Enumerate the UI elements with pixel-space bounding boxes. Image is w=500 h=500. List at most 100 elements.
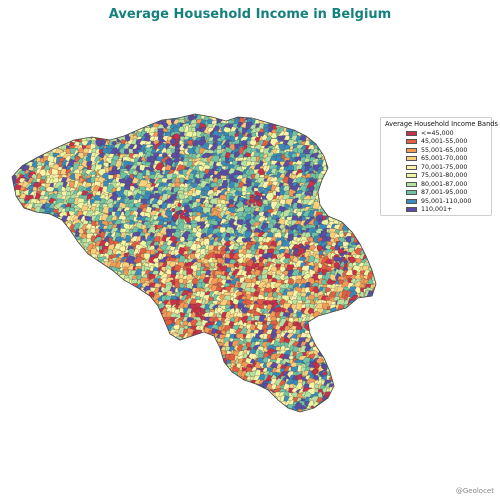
municipality-patch — [12, 307, 17, 316]
municipality-patch — [98, 265, 107, 273]
municipality-patch — [358, 197, 366, 205]
municipality-patch — [314, 114, 325, 116]
municipality-patch — [48, 128, 54, 135]
municipality-patch — [25, 215, 34, 223]
municipality-patch — [333, 134, 343, 142]
municipality-patch — [12, 341, 18, 350]
municipality-patch — [322, 333, 330, 339]
municipality-patch — [70, 253, 78, 261]
municipality-patch — [377, 321, 384, 327]
municipality-patch — [350, 139, 358, 146]
municipality-patch — [48, 228, 56, 235]
municipality-patch — [296, 114, 303, 120]
municipality-patch — [27, 143, 36, 152]
municipality-patch — [300, 125, 307, 132]
municipality-patch — [336, 206, 345, 214]
municipality-patch — [12, 337, 14, 344]
municipality-patch — [328, 332, 339, 340]
municipality-patch — [374, 239, 376, 249]
municipality-patch — [372, 240, 376, 248]
municipality-patch — [79, 114, 90, 115]
municipality-patch — [350, 223, 359, 232]
municipality-patch — [33, 284, 39, 290]
municipality-patch — [321, 120, 328, 126]
municipality-patch — [287, 107, 296, 114]
municipality-patch — [30, 127, 38, 134]
municipality-patch — [335, 124, 341, 130]
municipality-patch — [116, 317, 124, 324]
municipality-patch — [23, 216, 30, 222]
municipality-patch — [39, 313, 47, 321]
municipality-patch — [366, 248, 375, 256]
municipality-patch — [322, 313, 330, 320]
municipality-patch — [27, 299, 37, 308]
municipality-patch — [327, 181, 338, 189]
municipality-patch — [14, 315, 23, 324]
municipality-patch — [22, 271, 29, 277]
municipality-patch — [32, 241, 40, 249]
municipality-patch — [106, 114, 116, 121]
municipality-patch — [368, 230, 376, 239]
municipality-patch — [375, 215, 376, 225]
municipality-patch — [275, 107, 281, 113]
municipality-patch — [330, 200, 338, 207]
municipality-patch — [293, 114, 301, 118]
municipality-patch — [13, 202, 21, 214]
municipality-patch — [360, 230, 371, 239]
municipality-patch — [142, 115, 149, 122]
municipality-patch — [12, 116, 17, 123]
municipality-patch — [21, 227, 30, 235]
municipality-patch — [26, 275, 35, 282]
municipality-patch — [12, 197, 19, 208]
municipality-patch — [371, 232, 376, 239]
municipality-patch — [12, 220, 17, 227]
municipality-patch — [90, 308, 99, 317]
municipality-patch — [314, 123, 322, 131]
municipality-patch — [310, 128, 321, 138]
municipality-patch — [19, 228, 28, 236]
municipality-patch — [371, 261, 376, 269]
municipality-patch — [39, 333, 47, 342]
municipality-patch — [145, 108, 151, 113]
municipality-patch — [38, 319, 48, 330]
municipality-patch — [50, 222, 59, 233]
municipality-patch — [85, 336, 94, 346]
municipality-patch — [14, 114, 22, 122]
municipality-patch — [351, 202, 359, 210]
municipality-patch — [369, 154, 376, 165]
municipality-patch — [347, 325, 354, 332]
municipality-patch — [367, 311, 376, 322]
municipality-patch — [65, 131, 71, 138]
municipality-patch — [12, 157, 20, 166]
municipality-patch — [346, 315, 355, 325]
municipality-patch — [78, 274, 85, 282]
municipality-patch — [279, 119, 287, 127]
municipality-patch — [316, 114, 324, 120]
municipality-patch — [372, 308, 376, 315]
municipality-patch — [338, 125, 348, 135]
municipality-patch — [18, 129, 29, 139]
municipality-patch — [35, 278, 44, 287]
municipality-patch — [56, 295, 64, 304]
municipality-patch — [56, 274, 66, 283]
municipality-patch — [65, 249, 73, 258]
municipality-patch — [296, 114, 303, 122]
municipality-patch — [60, 240, 68, 248]
municipality-patch — [346, 139, 353, 146]
municipality-patch — [362, 135, 370, 144]
municipality-patch — [374, 271, 376, 279]
municipality-patch — [370, 168, 376, 176]
municipality-patch — [83, 286, 90, 294]
municipality-patch — [38, 281, 48, 290]
municipality-patch — [79, 316, 86, 325]
municipality-patch — [362, 115, 371, 123]
municipality-patch — [41, 275, 48, 282]
municipality-patch — [50, 114, 60, 124]
municipality-patch — [32, 114, 41, 118]
municipality-patch — [69, 309, 78, 316]
municipality-patch — [373, 172, 376, 181]
municipality-patch — [107, 325, 113, 333]
municipality-patch — [91, 296, 100, 303]
municipality-patch — [73, 311, 82, 321]
municipality-patch — [79, 291, 89, 300]
